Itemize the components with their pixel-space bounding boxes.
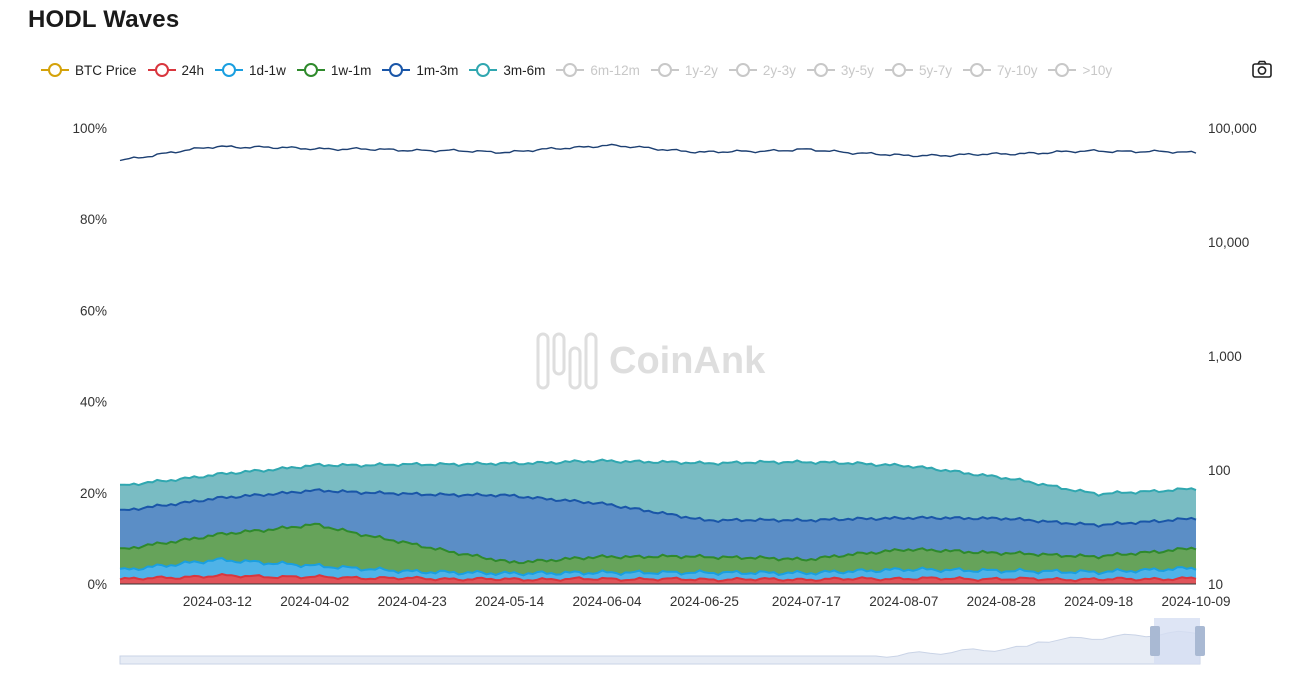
legend-item-2y-3y[interactable]: 2y-3y — [728, 62, 796, 78]
legend-marker-icon — [650, 63, 679, 77]
watermark: CoinAnk — [535, 330, 765, 392]
legend-marker-icon — [147, 63, 176, 77]
y-left-tick-label: 20% — [80, 486, 107, 501]
legend-marker-icon — [382, 63, 411, 77]
x-tick-label: 2024-04-02 — [280, 594, 349, 609]
x-tick-label: 2024-10-09 — [1161, 594, 1230, 609]
legend-item-5y-7y[interactable]: 5y-7y — [884, 62, 952, 78]
legend-marker-icon — [556, 63, 585, 77]
stacked-areas — [119, 458, 1197, 584]
x-tick-label: 2024-05-14 — [475, 594, 545, 609]
x-tick-label: 2024-06-04 — [572, 594, 642, 609]
legend-item-1w-1m[interactable]: 1w-1m — [296, 62, 372, 78]
area-1m-3m — [120, 489, 1196, 564]
save-image-camera-icon[interactable] — [1251, 59, 1273, 79]
legend-marker-icon — [1048, 63, 1077, 77]
y-right-tick-label: 1,000 — [1208, 349, 1242, 364]
legend-label: 1d-1w — [249, 62, 286, 78]
legend-label: 7y-10y — [996, 62, 1038, 78]
y-left-tick-label: 100% — [72, 121, 107, 136]
area-1d-1w — [120, 558, 1196, 582]
legend-marker-icon — [469, 63, 498, 77]
zoom-overview-area — [119, 630, 1201, 665]
legend-label: 5y-7y — [918, 62, 952, 78]
legend-marker-icon — [806, 63, 835, 77]
area-line-3m-6m — [120, 458, 1197, 497]
legend-marker-icon — [215, 63, 244, 77]
y-right-tick-label: 100 — [1208, 463, 1231, 478]
legend-marker-icon — [884, 63, 913, 77]
area-line-24h — [119, 572, 1197, 583]
legend-item--10y[interactable]: >10y — [1047, 62, 1112, 78]
legend-item-1m-3m[interactable]: 1m-3m — [381, 62, 458, 78]
area-line-1m-3m — [119, 488, 1197, 528]
legend-item-3y-5y[interactable]: 3y-5y — [806, 62, 874, 78]
legend-item-7y-10y[interactable]: 7y-10y — [962, 62, 1038, 78]
zoom-handle-left[interactable] — [1150, 626, 1160, 656]
zoom-handle-right[interactable] — [1195, 626, 1205, 656]
legend-item-1y-2y[interactable]: 1y-2y — [650, 62, 718, 78]
x-tick-label: 2024-07-17 — [772, 594, 841, 609]
y-left-tick-label: 80% — [80, 212, 107, 227]
area-line-1d-1w — [119, 557, 1197, 577]
legend-label: 3y-5y — [840, 62, 874, 78]
x-tick-label: 2024-09-18 — [1064, 594, 1133, 609]
legend-marker-icon — [41, 63, 69, 77]
area-3m-6m — [120, 459, 1196, 527]
zoom-window[interactable] — [1154, 618, 1200, 664]
legend-label: BTC Price — [75, 62, 137, 78]
x-tick-label: 2024-08-28 — [967, 594, 1036, 609]
y-left-tick-label: 0% — [87, 577, 107, 592]
page-title: HODL Waves — [28, 6, 180, 33]
x-tick-label: 2024-06-25 — [670, 594, 739, 609]
legend-label: 1w-1m — [330, 62, 372, 78]
chart-legend: BTC Price 24h 1d-1w 1w-1m 1m-3m 3m-6m 6m-12m 1y… — [40, 58, 1122, 82]
legend-label: 6m-12m — [590, 62, 640, 78]
legend-item-6m-12m[interactable]: 6m-12m — [555, 62, 640, 78]
legend-label: >10y — [1082, 62, 1113, 78]
legend-label: 3m-6m — [503, 62, 546, 78]
legend-item-btc-price[interactable]: BTC Price — [40, 62, 137, 78]
legend-item-1d-1w[interactable]: 1d-1w — [214, 62, 286, 78]
y-right-tick-label: 100,000 — [1208, 121, 1257, 136]
y-right-tick-label: 10,000 — [1208, 235, 1249, 250]
legend-marker-icon — [296, 63, 325, 77]
legend-marker-icon — [728, 63, 757, 77]
legend-label: 24h — [181, 62, 205, 78]
x-tick-label: 2024-08-07 — [869, 594, 938, 609]
legend-marker-icon — [962, 63, 991, 77]
legend-label: 1y-2y — [684, 62, 718, 78]
data-zoom-slider — [119, 618, 1205, 665]
legend-item-3m-6m[interactable]: 3m-6m — [468, 62, 545, 78]
btc-price-line — [119, 143, 1197, 162]
y-left-tick-label: 40% — [80, 395, 107, 410]
y-right-tick-label: 10 — [1208, 577, 1223, 592]
x-tick-label: 2024-03-12 — [183, 594, 252, 609]
coinank-logo-icon — [536, 332, 598, 390]
legend-item-24h[interactable]: 24h — [147, 62, 205, 78]
x-tick-label: 2024-04-23 — [378, 594, 447, 609]
legend-label: 2y-3y — [762, 62, 796, 78]
area-line-1w-1m — [120, 522, 1197, 565]
legend-label: 1m-3m — [416, 62, 459, 78]
y-left-tick-label: 60% — [80, 303, 107, 318]
area-24h — [120, 574, 1196, 584]
watermark-text: CoinAnk — [609, 339, 766, 382]
area-1w-1m — [120, 523, 1196, 576]
